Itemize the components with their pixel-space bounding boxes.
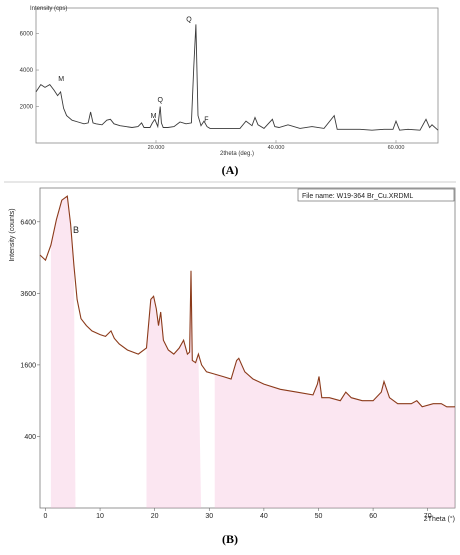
panel-b-shade-region [50, 196, 76, 508]
panel-b-ylabel: Intensity (counts) [9, 208, 16, 261]
panel-b-y-tick-label: 3600 [20, 291, 36, 298]
panel-a-series-line [35, 24, 439, 131]
panel-a-xlabel: 2theta (deg.) [220, 151, 254, 157]
panel-a-peak-label: Q [186, 17, 192, 24]
panel-b-shade-region [146, 270, 202, 508]
panel-b-y-tick-label: 400 [24, 434, 36, 441]
panel-b-shade-region [214, 358, 455, 508]
panel-a-x-tick-label: 40.000 [268, 145, 285, 151]
panel-b-shading [50, 196, 455, 508]
panel-b-y-tick-label: 1600 [20, 362, 36, 369]
panel-b-series-line [39, 195, 455, 408]
panel-b-chart: File name: W19-364 Br_Cu.XRDML Intensity… [9, 187, 456, 546]
panel-b-x-ticks: 0 10 20 30 40 50 60 70 [44, 508, 432, 520]
panel-b-x-tick-label: 60 [369, 513, 377, 520]
panel-a-y-tick-label: 2000 [20, 105, 34, 111]
panel-a-frame [35, 7, 439, 144]
panel-b-x-tick-label: 70 [424, 513, 432, 520]
panel-a-annotations: M M Q Q F [58, 17, 208, 124]
panel-a-caption: (A) [222, 163, 239, 177]
panel-a-y-tick-label: 6000 [20, 32, 34, 38]
panel-a-x-tick-label: 20.000 [148, 145, 165, 151]
panel-a-ylabel: Intensity (cps) [30, 6, 67, 12]
panel-a-peak-label: F [204, 116, 208, 123]
panel-b-x-tick-label: 40 [260, 513, 268, 520]
panel-b-y-tick-label: 6400 [20, 219, 36, 226]
panel-b-x-tick-label: 10 [96, 513, 104, 520]
panel-a-x-ticks: 20.000 40.000 60.000 [148, 140, 405, 151]
panel-a-x-tick-label: 60.000 [388, 145, 405, 151]
panel-b-x-tick-label: 50 [315, 513, 323, 520]
panel-a-chart: Intensity (cps) 2000 4000 6000 20.000 40.00… [20, 6, 439, 177]
panel-b-y-ticks: 400 1600 3600 6400 [20, 219, 40, 441]
panel-b-series-label: B [73, 225, 79, 235]
panel-a-peak-label: M [151, 113, 157, 120]
panel-b-file-name: File name: W19-364 Br_Cu.XRDML [302, 193, 413, 200]
panel-a-peak-label: Q [157, 97, 163, 104]
panel-b-x-tick-label: 0 [44, 513, 48, 520]
panel-b-file-box [297, 188, 455, 202]
panel-b-x-tick-label: 30 [205, 513, 213, 520]
panel-a-y-tick-label: 4000 [20, 68, 34, 74]
panel-b-caption: (B) [222, 532, 238, 546]
panel-b-x-tick-label: 20 [151, 513, 159, 520]
panel-b-xlabel: 2Theta (°) [424, 515, 455, 523]
panel-b-frame [39, 187, 456, 509]
panel-a-y-ticks: 2000 4000 6000 [20, 32, 39, 111]
panel-a-peak-label: M [58, 76, 64, 83]
